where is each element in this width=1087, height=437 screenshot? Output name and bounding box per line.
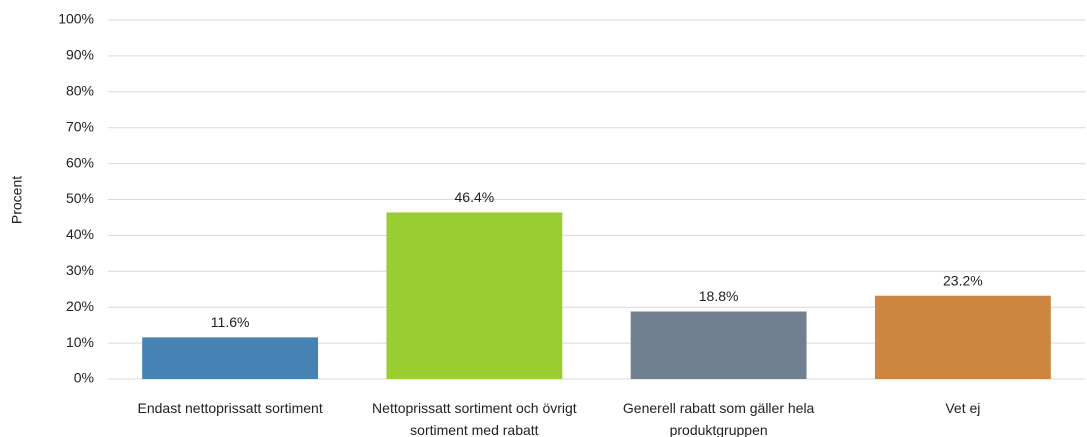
y-tick-label: 100% bbox=[58, 11, 94, 27]
data-label: 11.6% bbox=[211, 314, 250, 330]
y-tick-label: 40% bbox=[66, 226, 94, 242]
data-label: 18.8% bbox=[699, 288, 739, 304]
y-tick-label: 0% bbox=[74, 370, 94, 386]
bar bbox=[874, 295, 1051, 379]
y-tick-label: 80% bbox=[66, 83, 94, 99]
x-tick-label: Vet ej bbox=[945, 400, 981, 416]
bar bbox=[386, 212, 563, 379]
data-label: 46.4% bbox=[455, 189, 495, 205]
bar bbox=[142, 337, 319, 379]
x-tick-label: Endast nettoprissatt sortiment bbox=[137, 400, 323, 416]
y-tick-label: 10% bbox=[66, 334, 94, 350]
y-tick-label: 20% bbox=[66, 298, 94, 314]
y-tick-label: 70% bbox=[66, 118, 94, 134]
y-tick-label: 90% bbox=[66, 47, 94, 63]
data-label: 23.2% bbox=[943, 272, 983, 288]
y-tick-label: 50% bbox=[66, 190, 94, 206]
y-tick-label: 30% bbox=[66, 262, 94, 278]
y-tick-label: 60% bbox=[66, 154, 94, 170]
x-tick-label: Nettoprissatt sortiment och övrigt sorti… bbox=[372, 400, 577, 437]
bar bbox=[630, 311, 807, 379]
x-tick-label: Generell rabatt som gäller hela produktg… bbox=[622, 400, 815, 437]
y-axis-label: Procent bbox=[9, 176, 25, 224]
